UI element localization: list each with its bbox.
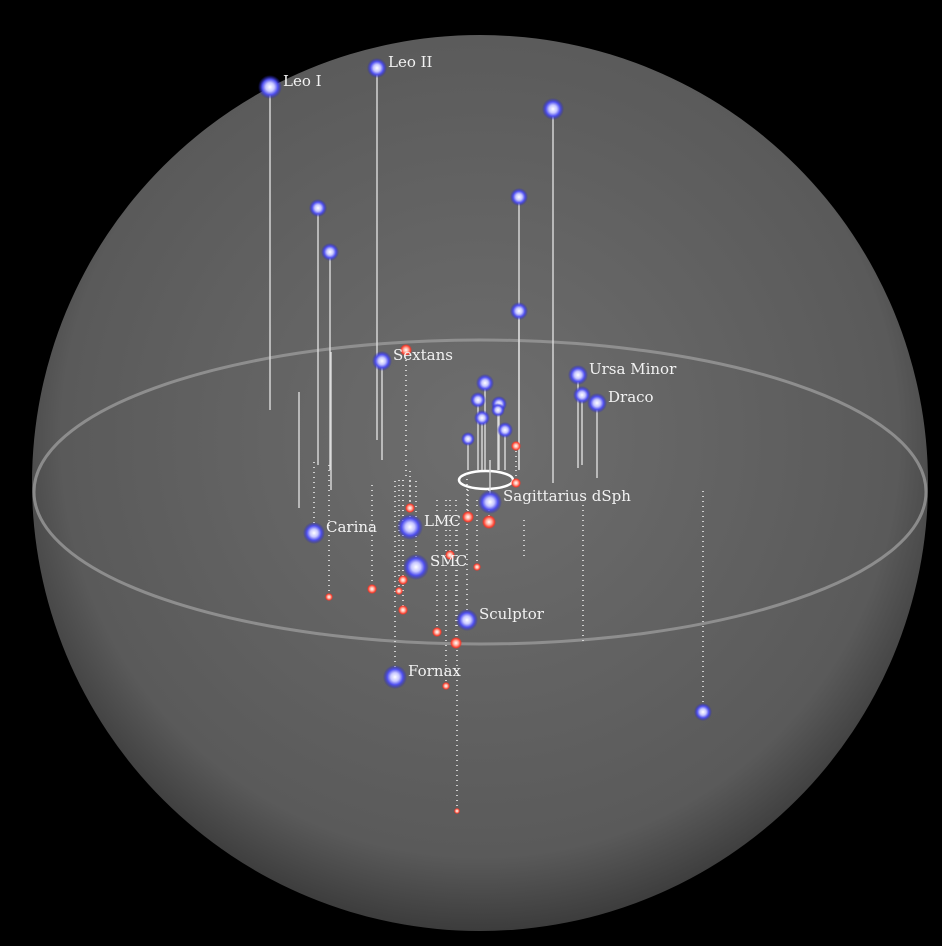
satellite-galaxy (309, 199, 327, 217)
satellite-galaxy (568, 365, 588, 385)
globular-cluster (395, 587, 403, 595)
satellite-galaxy (303, 522, 325, 544)
satellite-galaxy (258, 75, 282, 99)
globular-cluster (473, 563, 481, 571)
satellite-galaxy (510, 302, 528, 320)
globular-cluster (398, 575, 408, 585)
globular-cluster (454, 808, 460, 814)
globular-cluster (367, 584, 377, 594)
satellite-galaxy (587, 393, 607, 413)
satellite-galaxy (491, 403, 505, 417)
satellite-galaxy (474, 410, 490, 426)
galaxy-label: Carina (326, 518, 377, 536)
globular-cluster (325, 593, 333, 601)
satellite-galaxy (573, 386, 591, 404)
galaxy-label: Sagittarius dSph (503, 487, 631, 505)
globular-cluster (400, 344, 412, 356)
satellite-galaxy (383, 665, 407, 689)
satellite-galaxy (694, 703, 712, 721)
globular-cluster (511, 478, 521, 488)
globular-cluster (398, 605, 408, 615)
galaxy-label: Leo I (283, 72, 322, 90)
galaxy-label: Sextans (393, 346, 453, 364)
halo-sphere (32, 35, 928, 931)
galaxy-label: Sculptor (479, 605, 545, 623)
satellite-galaxy (372, 351, 392, 371)
globular-cluster (462, 511, 474, 523)
satellite-galaxy (397, 514, 423, 540)
satellite-galaxy (456, 609, 478, 631)
satellite-galaxy (476, 374, 494, 392)
galaxy-label: Draco (608, 388, 654, 406)
galactic-plane (32, 338, 928, 646)
galaxy-label: Fornax (408, 662, 461, 680)
globular-cluster (511, 441, 521, 451)
satellite-galaxy (542, 98, 564, 120)
galaxy-label: SMC (430, 552, 467, 570)
galaxy-label: Ursa Minor (589, 360, 677, 378)
globular-cluster (405, 503, 415, 513)
globular-cluster (442, 682, 450, 690)
globular-cluster (482, 515, 496, 529)
satellite-galaxy (497, 422, 513, 438)
satellite-galaxy (321, 243, 339, 261)
satellite-galaxy (510, 188, 528, 206)
globular-cluster (432, 627, 442, 637)
satellite-galaxy (461, 432, 475, 446)
satellite-galaxy (367, 58, 387, 78)
globular-cluster (445, 550, 455, 560)
galaxy-label: Leo II (388, 53, 433, 71)
satellite-galaxy (403, 554, 429, 580)
satellite-galaxy (478, 490, 502, 514)
galaxy-label: LMC (424, 512, 461, 530)
satellite-galaxy (470, 392, 486, 408)
globular-cluster (450, 637, 462, 649)
